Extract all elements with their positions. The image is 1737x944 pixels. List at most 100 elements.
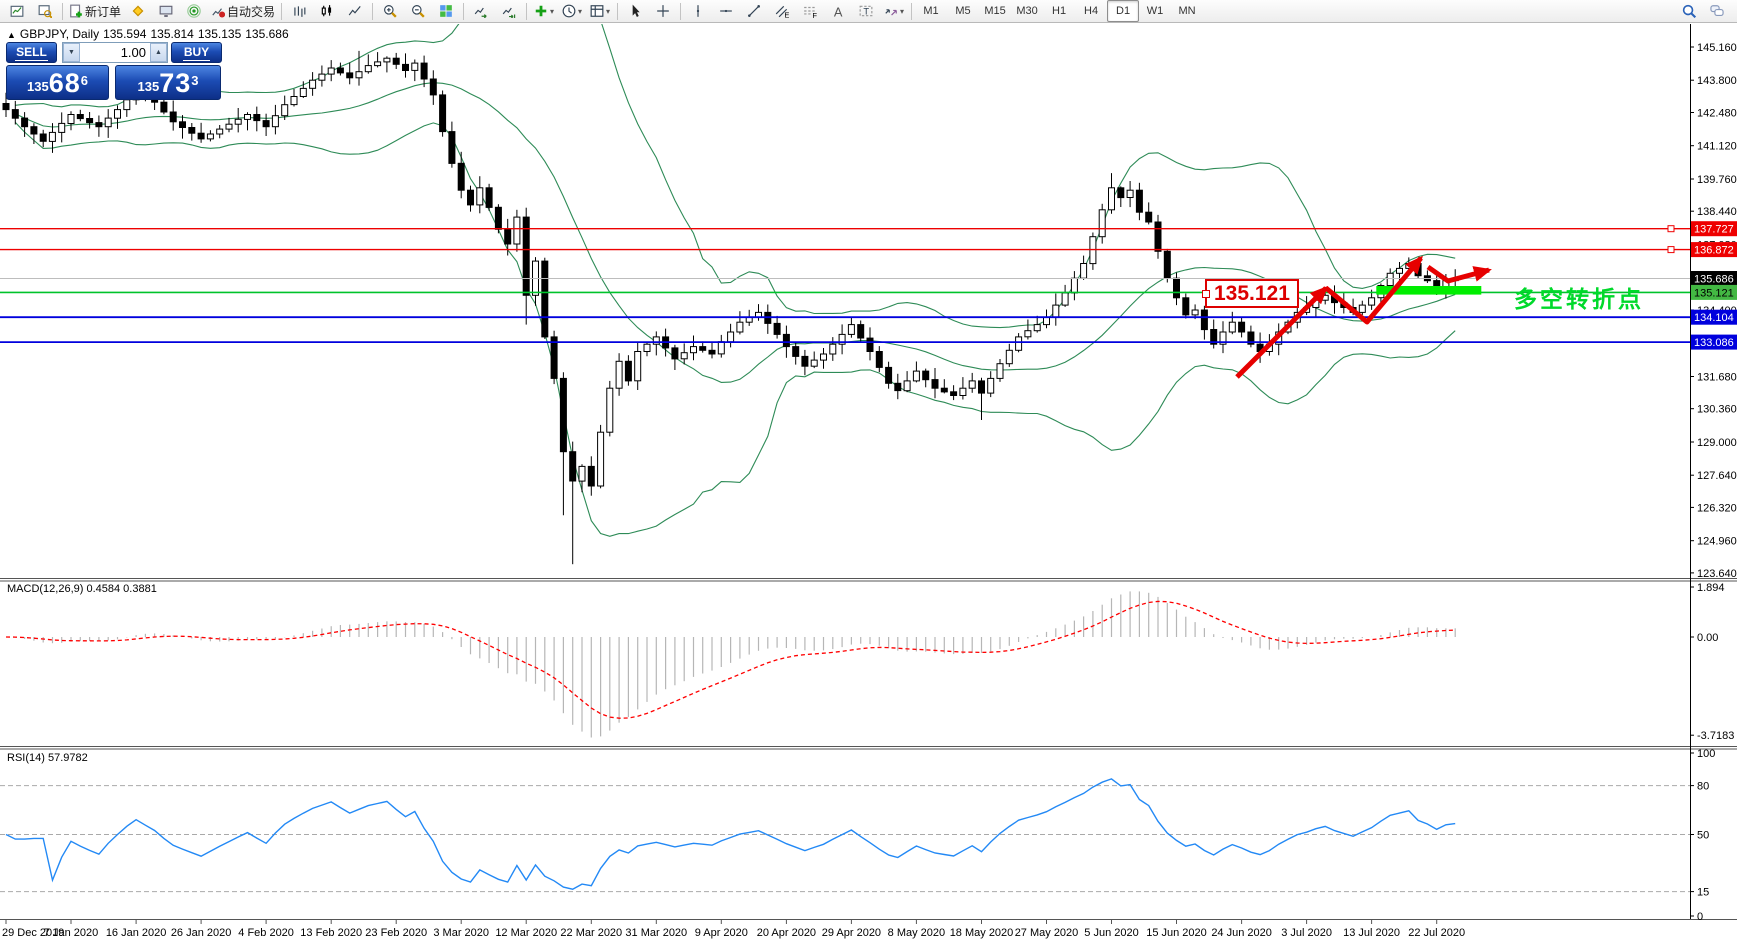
shift-icon — [502, 7, 516, 18]
dropdown-caret-icon[interactable]: ▾ — [900, 6, 905, 16]
timeframe-d1-button[interactable]: D1 — [1107, 0, 1140, 22]
periods-icon — [562, 4, 576, 18]
buy-price-sup: 3 — [191, 73, 199, 88]
svg-text:27 May 2020: 27 May 2020 — [1015, 927, 1079, 939]
timeframe-w1-button[interactable]: W1 — [1146, 5, 1164, 17]
svg-text:13 Feb 2020: 13 Feb 2020 — [300, 927, 362, 939]
fibo-icon: F — [804, 6, 817, 18]
price-annotation-box[interactable]: 135.121 — [1202, 279, 1299, 308]
symbol-collapse-icon[interactable]: ▲ — [7, 30, 16, 40]
svg-text:135.121: 135.121 — [1694, 287, 1734, 299]
terminal-button[interactable] — [152, 0, 180, 22]
timeframe-h1-button[interactable]: H1 — [1052, 5, 1067, 17]
chart-profiles-button[interactable] — [31, 0, 59, 22]
new-chart-button[interactable] — [3, 0, 31, 22]
hline-icon — [720, 9, 732, 13]
horizontal-line-tool-button[interactable] — [712, 0, 740, 22]
signals-button[interactable] — [180, 0, 208, 22]
crosshair-tool-button[interactable] — [649, 0, 677, 22]
fibonacci-tool-button[interactable]: F — [796, 0, 824, 22]
vertical-line-tool-button[interactable] — [684, 0, 712, 22]
svg-text:7 Jan 2020: 7 Jan 2020 — [44, 927, 98, 939]
svg-text:3 Mar 2020: 3 Mar 2020 — [433, 927, 489, 939]
svg-text:142.480: 142.480 — [1697, 108, 1737, 120]
pane-separators[interactable] — [0, 578, 1737, 750]
volume-stepper: ▼ ▲ — [62, 42, 168, 63]
profiles-icon — [38, 5, 52, 18]
toolbar-separator — [281, 2, 283, 20]
svg-text:13 Jul 2020: 13 Jul 2020 — [1343, 927, 1400, 939]
bollinger-lower — [14, 122, 1456, 537]
svg-text:136.872: 136.872 — [1694, 245, 1734, 257]
dropdown-caret-icon[interactable]: ▾ — [578, 6, 583, 16]
support-zone-rect[interactable] — [1376, 286, 1482, 295]
volume-input[interactable] — [80, 43, 150, 62]
chat-button[interactable] — [1703, 0, 1731, 22]
cursor-tool-button[interactable] — [621, 0, 649, 22]
turning-point-annotation[interactable]: 多空转折点 — [1514, 286, 1644, 312]
horizontal-lines[interactable] — [0, 225, 1690, 344]
text-tool-button[interactable]: A — [824, 0, 852, 22]
crosshair-icon — [657, 5, 669, 17]
line-chart-mode-button[interactable] — [341, 0, 369, 22]
zoom-in-button[interactable] — [376, 0, 404, 22]
trendline-tool-button[interactable] — [740, 0, 768, 22]
auto-scroll-button[interactable] — [467, 0, 495, 22]
periods-button[interactable]: ▾ — [558, 0, 586, 22]
chart-background — [0, 23, 1737, 944]
dropdown-caret-icon[interactable]: ▾ — [550, 6, 555, 16]
toolbar-separator — [62, 2, 63, 20]
add-indicator-button[interactable]: ▾ — [530, 0, 558, 22]
label-icon: T — [859, 5, 873, 17]
templates-button[interactable]: ▾ — [586, 0, 614, 22]
timeframe-m5-button[interactable]: M5 — [955, 5, 971, 17]
timeframe-m1-button[interactable]: M1 — [923, 5, 939, 17]
buy-price-button[interactable]: 135 73 3 — [115, 65, 221, 100]
timeframe-m15-button[interactable]: M15 — [984, 5, 1006, 17]
svg-text:A: A — [834, 4, 843, 18]
metaeditor-icon — [132, 5, 144, 17]
signals-icon — [187, 4, 201, 18]
sell-button[interactable]: SELL — [6, 42, 57, 63]
autotrading-button[interactable]: 自动交易 — [208, 0, 278, 22]
timeframe-h4-button[interactable]: H4 — [1084, 5, 1099, 17]
svg-text:3 Jul 2020: 3 Jul 2020 — [1281, 927, 1332, 939]
svg-text:134.104: 134.104 — [1694, 312, 1734, 324]
macd-histogram — [14, 591, 1456, 738]
trend-arrows[interactable] — [1235, 255, 1492, 379]
label-tool-button[interactable]: T — [852, 0, 880, 22]
terminal-icon — [159, 5, 173, 17]
drag-handle[interactable] — [1202, 290, 1210, 298]
bar-chart-mode-button[interactable] — [285, 0, 313, 22]
channel-tool-button[interactable]: E — [768, 0, 796, 22]
search-button[interactable] — [1675, 0, 1703, 22]
tile-windows-button[interactable] — [432, 0, 460, 22]
zoom-in-icon — [384, 5, 397, 18]
timeframe-m30-button[interactable]: M30 — [1016, 5, 1038, 17]
new-order-button[interactable]: 新订单 — [66, 0, 124, 22]
chart-shift-button[interactable] — [495, 0, 523, 22]
sell-price-button[interactable]: 135 68 6 — [6, 65, 109, 100]
svg-text:143.800: 143.800 — [1697, 75, 1737, 87]
vline-icon — [696, 5, 700, 17]
svg-text:80: 80 — [1697, 781, 1709, 793]
volume-decrease-button[interactable]: ▼ — [63, 43, 80, 62]
zoom-out-button[interactable] — [404, 0, 432, 22]
timeframe-mn-button[interactable]: MN — [1178, 5, 1196, 17]
one-click-trading-panel: SELL ▼ ▲ BUY 135 68 6 135 73 3 — [6, 42, 222, 100]
volume-increase-button[interactable]: ▲ — [150, 43, 167, 62]
candlestick-mode-button[interactable] — [313, 0, 341, 22]
rsi-line — [5, 778, 1456, 890]
arrows-tool-button[interactable]: ▾ — [880, 0, 908, 22]
dropdown-caret-icon[interactable]: ▾ — [606, 6, 611, 16]
metaeditor-button[interactable] — [124, 0, 152, 22]
svg-text:124.960: 124.960 — [1697, 536, 1737, 548]
buy-button[interactable]: BUY — [171, 42, 222, 63]
svg-text:E: E — [784, 10, 789, 18]
svg-text:126.320: 126.320 — [1697, 502, 1737, 514]
toolbar-separator — [463, 2, 465, 20]
template-icon — [590, 5, 604, 17]
svg-text:F: F — [812, 11, 817, 18]
svg-text:0.00: 0.00 — [1697, 632, 1718, 644]
